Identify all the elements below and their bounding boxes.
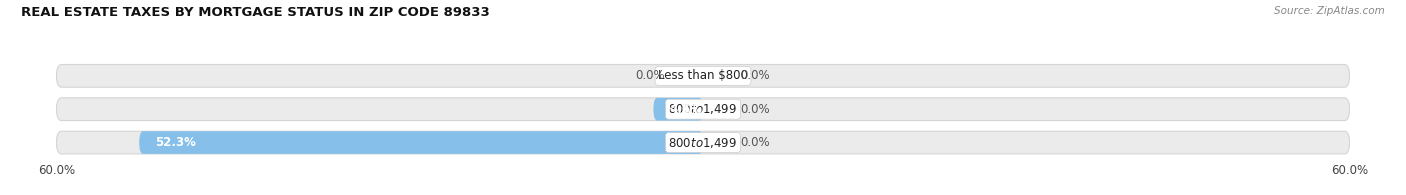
Text: 0.0%: 0.0% xyxy=(741,136,770,149)
Text: Less than $800: Less than $800 xyxy=(658,69,748,82)
Text: $800 to $1,499: $800 to $1,499 xyxy=(668,136,738,150)
Text: 0.0%: 0.0% xyxy=(636,69,665,82)
FancyBboxPatch shape xyxy=(56,65,1350,87)
Text: 0.0%: 0.0% xyxy=(741,103,770,116)
FancyBboxPatch shape xyxy=(56,98,1350,121)
Text: 0.0%: 0.0% xyxy=(741,69,770,82)
Text: $800 to $1,499: $800 to $1,499 xyxy=(668,102,738,116)
FancyBboxPatch shape xyxy=(654,98,703,121)
Text: 52.3%: 52.3% xyxy=(156,136,197,149)
Text: 4.6%: 4.6% xyxy=(669,103,703,116)
Text: Source: ZipAtlas.com: Source: ZipAtlas.com xyxy=(1274,6,1385,16)
Text: REAL ESTATE TAXES BY MORTGAGE STATUS IN ZIP CODE 89833: REAL ESTATE TAXES BY MORTGAGE STATUS IN … xyxy=(21,6,489,19)
FancyBboxPatch shape xyxy=(56,131,1350,154)
FancyBboxPatch shape xyxy=(139,131,703,154)
